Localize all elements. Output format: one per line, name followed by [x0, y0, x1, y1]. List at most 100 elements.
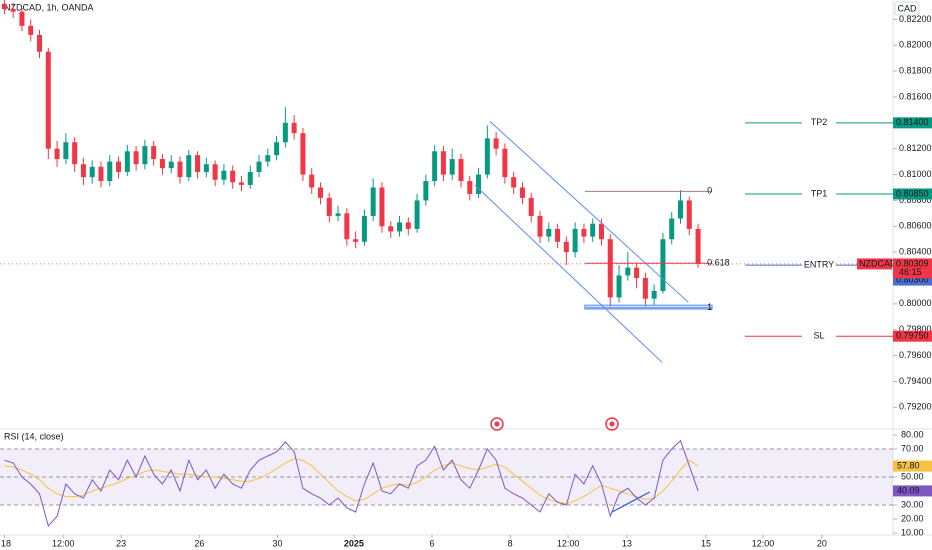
candle-body	[274, 142, 280, 156]
candle-body	[423, 181, 429, 201]
level-price: 0.79750	[896, 331, 929, 341]
candle-body	[151, 146, 157, 160]
candle-body	[80, 164, 86, 178]
level-name-bg	[802, 260, 836, 271]
candle-body	[159, 159, 165, 169]
candle-body	[203, 164, 209, 172]
fib-label: 0.618	[707, 258, 730, 268]
candle-body	[1, 3, 7, 10]
candle-body	[344, 213, 350, 240]
candle-body	[634, 267, 640, 279]
candle-body	[291, 122, 297, 134]
divergence-line	[611, 491, 651, 513]
candle-body	[449, 159, 455, 175]
candle-body	[467, 181, 473, 194]
candle-body	[590, 223, 596, 237]
candle-body	[651, 290, 657, 299]
candle-body	[607, 239, 613, 298]
candle-body	[555, 228, 561, 242]
candle-body	[195, 155, 201, 172]
y-tick-label: 0.79600	[899, 350, 932, 360]
x-tick-label: 13	[622, 538, 632, 548]
candle-body	[63, 142, 69, 160]
rsi-ma-box	[893, 460, 932, 472]
candle-body	[317, 187, 323, 198]
candle-body	[54, 148, 60, 160]
candle-body	[625, 267, 631, 276]
rsi-tick-label: 20.00	[901, 513, 924, 523]
level-name: ENTRY	[804, 259, 834, 269]
symbol-box	[857, 258, 892, 270]
candle-body	[335, 213, 341, 216]
candle-body	[546, 228, 552, 237]
candle-body	[230, 170, 236, 183]
candle-body	[256, 161, 262, 172]
currency[interactable]: CAD	[897, 3, 917, 13]
x-tick-label: 20	[817, 538, 827, 548]
candle-body	[493, 138, 499, 149]
x-tick-label: 12:00	[557, 538, 580, 548]
candle-body	[361, 215, 367, 242]
y-tick-label: 0.80400	[899, 247, 932, 257]
x-tick-label: 8	[508, 538, 513, 548]
candle-body	[28, 25, 34, 35]
candle-body	[537, 215, 543, 237]
current-price: 0.80309	[896, 258, 929, 268]
candle-body	[45, 51, 51, 149]
candle-body	[107, 161, 113, 182]
fib-label: 0	[707, 186, 712, 196]
candle-body	[309, 174, 315, 188]
candle-body	[326, 197, 332, 216]
event-icon[interactable]	[605, 417, 619, 431]
candle-body	[678, 200, 684, 219]
x-tick-label: 12:00	[52, 538, 75, 548]
candle-body	[660, 239, 666, 291]
rsi-tick-label: 50.00	[901, 471, 924, 481]
level-price-box	[893, 188, 932, 200]
candle-body	[686, 200, 692, 229]
candle-body	[142, 146, 148, 165]
candle-body	[598, 223, 604, 240]
candle-body	[89, 166, 95, 178]
y-tick-label: 0.82200	[899, 14, 932, 24]
x-tick-label: 23	[116, 538, 126, 548]
y-tick-label: 0.80000	[899, 298, 932, 308]
countdown: 46:15	[899, 267, 922, 277]
candle-body	[405, 222, 411, 229]
candle-body	[265, 155, 271, 162]
candle-body	[616, 275, 622, 298]
x-tick-label: 26	[194, 538, 204, 548]
candle-body	[440, 151, 446, 175]
rsi-ma	[4, 458, 699, 505]
candle-body	[282, 122, 288, 143]
level-name: TP1	[811, 188, 828, 198]
rsi-value-box	[893, 485, 932, 497]
symbol-label: NZDCAD	[859, 258, 897, 268]
level-name-bg	[802, 188, 836, 199]
currency-box[interactable]	[894, 1, 920, 16]
y-tick-label: 0.80800	[899, 195, 932, 205]
candle-body	[397, 222, 403, 232]
candle-body	[370, 187, 376, 216]
level-name: SL	[813, 331, 824, 341]
candle-body	[388, 226, 394, 232]
x-tick-label: 30	[272, 538, 282, 548]
rsi-tick-label: 80.00	[901, 429, 924, 439]
level-name-bg	[802, 117, 836, 128]
candle-body	[168, 161, 174, 169]
candle-body	[353, 239, 359, 242]
y-tick-label: 0.82000	[899, 40, 932, 50]
zone	[584, 304, 713, 310]
level-price: 0.80300	[896, 274, 929, 284]
candle-body	[300, 133, 306, 175]
channel-line	[489, 121, 689, 303]
candle-body	[72, 142, 78, 165]
candle-body	[502, 148, 508, 178]
level-price-box	[893, 274, 932, 286]
candle-body	[186, 155, 192, 178]
current-price-box	[893, 258, 932, 279]
event-icon[interactable]	[490, 417, 504, 431]
rsi-title: RSI (14, close)	[4, 431, 64, 441]
